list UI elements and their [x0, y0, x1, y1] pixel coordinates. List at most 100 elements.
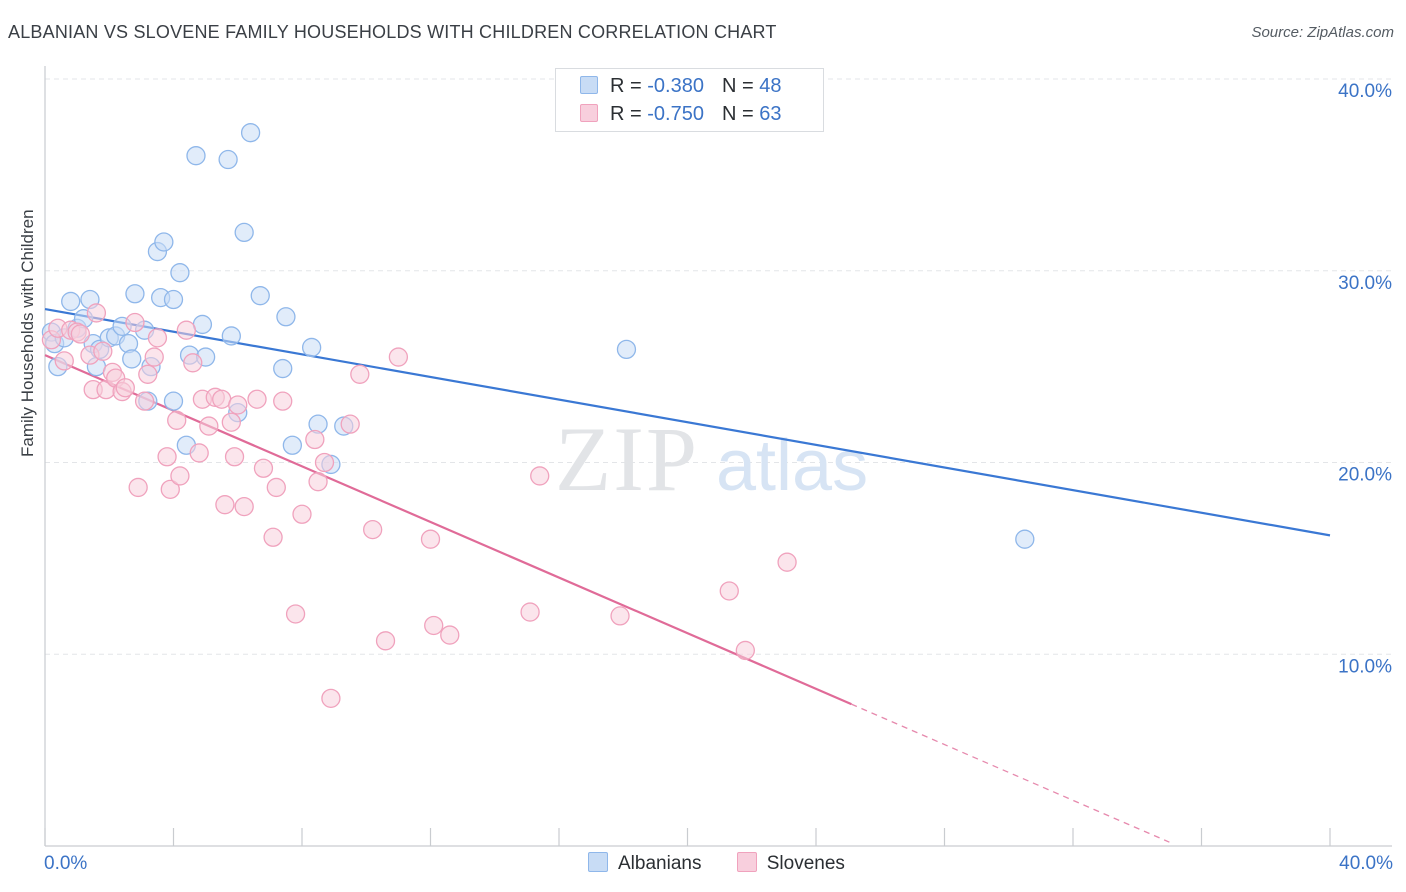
point-slovenes: [305, 429, 325, 450]
point-slovenes: [263, 527, 283, 547]
point-slovenes: [285, 604, 306, 624]
point-slovenes: [54, 351, 74, 371]
point-slovenes: [253, 458, 274, 478]
point-slovenes: [212, 389, 232, 409]
point-slovenes: [170, 466, 190, 486]
point-slovenes: [134, 391, 155, 411]
y-tick-label: 20.0%: [1338, 465, 1392, 486]
point-slovenes: [183, 353, 203, 373]
point-slovenes: [215, 495, 235, 515]
point-slovenes: [160, 479, 180, 499]
point-albanians: [234, 222, 254, 243]
point-slovenes: [144, 347, 164, 367]
point-slovenes: [530, 466, 550, 486]
point-slovenes: [363, 519, 383, 540]
watermark-atlas: atlas: [716, 426, 868, 506]
point-slovenes: [440, 625, 460, 645]
point-slovenes: [221, 412, 241, 432]
trend-lines: [44, 308, 1331, 843]
point-slovenes: [189, 443, 209, 463]
chart-title: ALBANIAN VS SLOVENE FAMILY HOUSEHOLDS WI…: [8, 22, 777, 42]
legend-swatch-slovenes: [580, 104, 598, 122]
point-albanians: [221, 326, 241, 346]
y-tick-labels: 10.0% 20.0% 30.0% 40.0%: [1338, 81, 1392, 677]
point-slovenes: [520, 602, 540, 622]
x-tick-label: 0.0%: [44, 853, 87, 874]
point-slovenes: [234, 496, 254, 517]
legend-r-value: -0.750: [647, 103, 704, 125]
point-slovenes: [93, 341, 113, 361]
legend-r-value: -0.380: [647, 75, 704, 97]
point-albanians: [192, 314, 213, 335]
legend-item-albanians[interactable]: Albanians: [588, 852, 701, 875]
point-albanians: [122, 349, 142, 369]
y-tick-label: 10.0%: [1338, 656, 1392, 677]
trend-line-extension-slovenes: [851, 703, 1170, 843]
point-slovenes: [777, 552, 797, 572]
point-slovenes: [70, 324, 90, 344]
point-slovenes: [128, 477, 148, 498]
point-slovenes: [86, 303, 107, 323]
point-slovenes: [176, 320, 197, 340]
point-albanians: [282, 435, 303, 455]
point-slovenes: [115, 378, 135, 398]
trend-line-slovenes: [44, 354, 852, 706]
point-albanians: [170, 263, 190, 283]
legend-row-albanians: R = -0.380 N = 48: [580, 75, 781, 103]
stats-legend: R = -0.380 N = 48 R = -0.750 N = 63: [555, 68, 824, 132]
legend-r-label: R =: [610, 75, 648, 97]
legend-swatch-slovenes: [736, 852, 757, 872]
point-albanians: [61, 291, 81, 312]
point-albanians: [163, 391, 184, 411]
point-albanians: [276, 307, 296, 327]
gridlines: [45, 78, 1392, 655]
point-slovenes: [735, 640, 755, 661]
point-albanians: [154, 232, 174, 252]
legend-swatch-albanians: [588, 852, 608, 872]
data-points: [41, 123, 1035, 709]
point-albanians: [301, 337, 322, 358]
point-slovenes: [375, 631, 396, 651]
point-albanians: [186, 146, 206, 166]
legend-label-slovenes: Slovenes: [766, 853, 845, 874]
legend-n-label: N =: [721, 75, 760, 97]
legend-n-value: 63: [759, 103, 782, 125]
watermark-zip: ZIP: [555, 408, 699, 510]
point-albanians: [1015, 529, 1035, 549]
point-slovenes: [266, 477, 286, 498]
point-slovenes: [292, 504, 312, 524]
point-slovenes: [314, 452, 335, 473]
legend-r-label: R =: [610, 103, 648, 125]
chart-source: Source: ZipAtlas.com: [1251, 24, 1394, 41]
point-slovenes: [199, 416, 219, 436]
point-albanians: [616, 339, 637, 360]
point-slovenes: [138, 364, 158, 384]
legend-item-slovenes[interactable]: Slovenes: [736, 852, 845, 875]
point-slovenes: [247, 389, 267, 409]
y-tick-label: 40.0%: [1338, 81, 1392, 102]
point-albanians: [163, 289, 184, 310]
x-tick-labels: 0.0% 40.0%: [44, 853, 1393, 874]
series-legend: Albanians Slovenes: [588, 852, 875, 875]
point-slovenes: [308, 472, 328, 492]
watermark: ZIP atlas: [555, 408, 868, 510]
point-albanians: [250, 286, 270, 306]
legend-label-albanians: Albanians: [618, 853, 702, 874]
point-slovenes: [388, 347, 409, 367]
trend-line-albanians: [44, 308, 1331, 537]
point-slovenes: [224, 447, 245, 467]
x-tick-label: 40.0%: [1339, 853, 1393, 874]
point-slovenes: [125, 312, 145, 333]
axes: [44, 66, 1392, 847]
point-slovenes: [420, 529, 441, 549]
point-slovenes: [321, 688, 341, 709]
point-slovenes: [157, 447, 177, 467]
legend-row-slovenes: R = -0.750 N = 63: [580, 103, 781, 131]
y-tick-label: 30.0%: [1338, 273, 1392, 294]
point-albanians: [218, 149, 238, 170]
point-slovenes: [719, 581, 739, 601]
legend-n-value: 48: [759, 75, 782, 97]
point-slovenes: [350, 364, 370, 384]
point-albanians: [240, 123, 261, 143]
